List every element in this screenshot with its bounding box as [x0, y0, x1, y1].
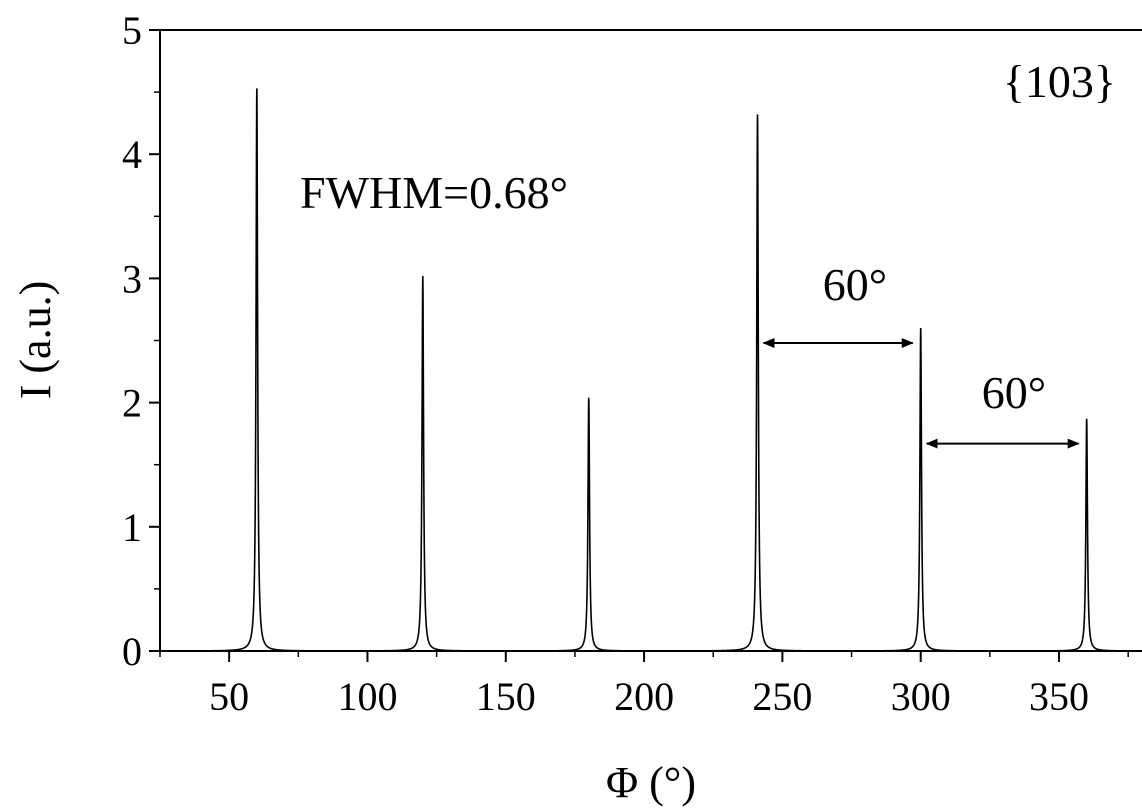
spectrum-line: [160, 88, 1142, 652]
y-axis-title: I (a.u.): [11, 281, 60, 400]
data-series: [160, 88, 1142, 652]
plane-label: {103}: [1003, 56, 1116, 107]
axis-ticks: [149, 29, 1129, 662]
y-tick-label: 5: [122, 8, 142, 53]
x-tick-label: 100: [337, 674, 397, 719]
tick-labels: 50 100 150 200 250 300 350 0 1 2 3 4 5: [122, 8, 1089, 719]
spacing-arrows: [762, 337, 1080, 449]
spacing-label-1: 60°: [823, 259, 887, 310]
x-tick-label: 250: [752, 674, 812, 719]
x-tick-label: 350: [1029, 674, 1089, 719]
y-tick-label: 1: [122, 505, 142, 550]
spacing-label-2: 60°: [982, 367, 1046, 418]
x-tick-label: 150: [476, 674, 536, 719]
y-tick-label: 4: [122, 132, 142, 177]
plot-axes: [159, 29, 1142, 652]
y-tick-label: 3: [122, 256, 142, 301]
x-tick-label: 300: [891, 674, 951, 719]
fwhm-label: FWHM=0.68°: [300, 167, 568, 218]
x-tick-label: 50: [209, 674, 249, 719]
x-tick-label: 200: [614, 674, 674, 719]
x-axis-title: Φ (°): [606, 758, 696, 807]
y-tick-label: 0: [122, 629, 142, 674]
y-tick-label: 2: [122, 381, 142, 426]
